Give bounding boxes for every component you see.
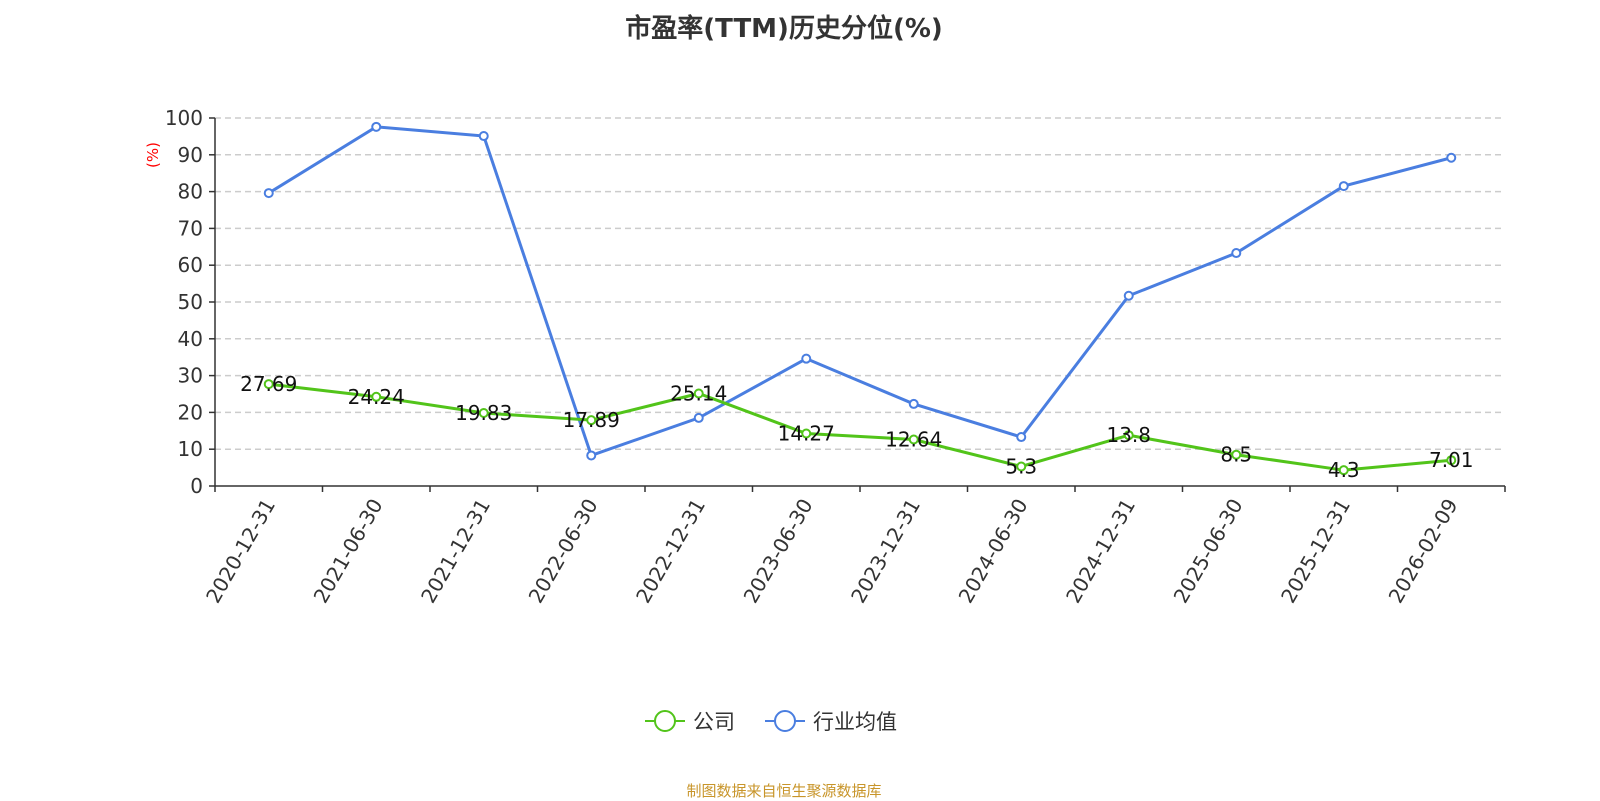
x-tick-label: 2021-06-30 (309, 495, 388, 608)
data-point (1338, 181, 1349, 192)
chart-title: 市盈率(TTM)历史分位(%) (625, 14, 943, 44)
x-tick-label: 2020-12-31 (201, 495, 280, 608)
y-tick-label: 10 (178, 437, 203, 461)
x-tick-label: 2023-06-30 (739, 495, 818, 608)
y-tick-label: 70 (178, 216, 203, 240)
y-tick-label: 20 (178, 400, 203, 424)
data-label: 14.27 (778, 421, 835, 445)
x-tick-label: 2024-12-31 (1061, 495, 1140, 608)
data-label: 5.3 (1005, 454, 1037, 478)
x-tick-label: 2022-06-30 (524, 495, 603, 608)
data-label: 8.5 (1220, 443, 1252, 467)
y-axis-label: (%) (144, 142, 162, 168)
y-tick-label: 30 (178, 364, 203, 388)
data-point (1123, 430, 1134, 441)
legend-label: 公司 (693, 710, 735, 734)
data-label: 7.01 (1429, 448, 1474, 472)
x-tick-label: 2023-12-31 (846, 495, 925, 608)
data-point (1016, 461, 1027, 472)
series-line (268, 382, 1452, 472)
data-label: 19.83 (455, 401, 512, 425)
y-tick-label: 100 (165, 106, 203, 130)
data-point (1446, 152, 1457, 163)
data-label: 25.14 (670, 381, 727, 405)
source-note: 制图数据来自恒生聚源数据库 (686, 782, 882, 800)
data-point (908, 398, 919, 409)
data-point (478, 408, 489, 419)
y-tick-label: 50 (178, 290, 203, 314)
data-label: 17.89 (563, 408, 620, 432)
x-tick-label: 2025-06-30 (1169, 495, 1248, 608)
y-tick-label: 40 (178, 327, 203, 351)
data-point (1231, 248, 1242, 259)
data-point (693, 388, 704, 399)
data-point (801, 353, 812, 364)
data-label: 4.3 (1328, 458, 1360, 482)
data-point (1016, 432, 1027, 443)
data-point (1446, 455, 1457, 466)
x-tick-label: 2025-12-31 (1276, 495, 1355, 608)
data-label: 24.24 (348, 385, 405, 409)
data-point (1123, 290, 1134, 301)
y-tick-label: 0 (190, 474, 203, 498)
x-tick-label: 2026-02-09 (1384, 495, 1463, 608)
y-tick-label: 80 (178, 180, 203, 204)
legend-marker (654, 710, 676, 732)
data-point (478, 131, 489, 142)
x-tick-label: 2024-06-30 (954, 495, 1033, 608)
data-point (263, 188, 274, 199)
data-label: 12.64 (885, 427, 942, 451)
legend-marker (774, 710, 796, 732)
data-point (1338, 465, 1349, 476)
data-point (908, 434, 919, 445)
data-point (586, 450, 597, 461)
data-point (801, 428, 812, 439)
y-tick-label: 60 (178, 253, 203, 277)
x-tick-label: 2022-12-31 (631, 495, 710, 608)
data-point (1231, 449, 1242, 460)
data-point (371, 391, 382, 402)
data-label: 27.69 (240, 372, 297, 396)
data-point (371, 121, 382, 132)
data-point (693, 412, 704, 423)
y-tick-label: 90 (178, 143, 203, 167)
data-point (586, 415, 597, 426)
legend-label: 行业均值 (813, 710, 897, 734)
data-point (263, 379, 274, 390)
x-tick-label: 2021-12-31 (416, 495, 495, 608)
data-label: 13.8 (1106, 423, 1151, 447)
series-line (267, 125, 1452, 458)
